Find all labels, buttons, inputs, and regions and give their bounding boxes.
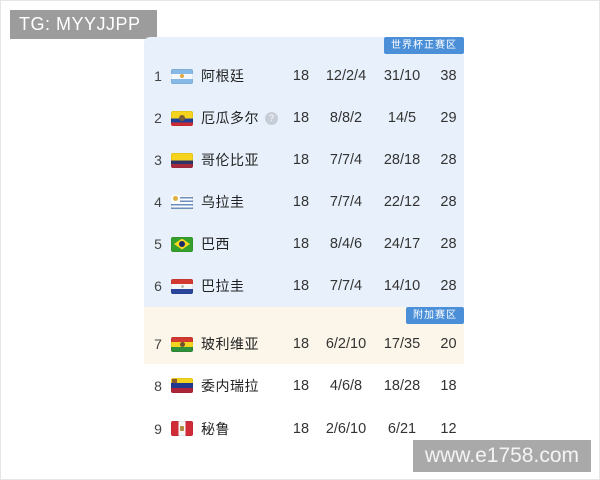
rank: 2 [154,110,162,126]
zone-section-playoff: 附加赛区 7 玻利维亚 ? 18 6/2/10 17/35 20 [144,307,464,364]
table-row[interactable]: 3 哥伦比亚 ? 18 7/7/4 28/18 28 [144,139,464,181]
rank: 5 [154,236,162,252]
matches-played: 18 [292,110,310,126]
win-draw-loss: 12/2/4 [325,68,367,84]
table-row[interactable]: 1 阿根廷 ? 18 12/2/4 31/10 38 [144,55,464,97]
rank: 1 [154,68,162,84]
points: 38 [440,68,457,84]
matches-played: 18 [292,278,310,294]
team-name: 巴西 [201,236,230,252]
win-draw-loss: 6/2/10 [325,336,367,352]
top-watermark: TG: MYYJJPP [10,10,157,39]
goals-for-against: 14/5 [387,110,417,126]
zone-section-worldcup: 世界杯正赛区 1 阿根廷 ? 18 12/2/4 31/10 38 2 厄瓜多尔… [144,37,464,307]
rank: 9 [154,420,162,437]
table-row[interactable]: 8 委内瑞拉 ? 18 4/6/8 18/28 18 [144,364,464,407]
points: 18 [440,377,457,394]
goals-for-against: 31/10 [383,68,421,84]
win-draw-loss: 4/6/8 [329,377,363,394]
zone-badge: 世界杯正赛区 [384,37,464,54]
bottom-watermark: www.e1758.com [412,440,591,472]
uruguay-flag-icon [171,194,193,210]
matches-played: 18 [292,68,310,84]
goals-for-against: 24/17 [383,236,421,252]
team-name: 秘鲁 [201,420,230,437]
matches-played: 18 [292,152,310,168]
team-name: 玻利维亚 [201,336,259,352]
colombia-flag-icon [171,152,193,168]
win-draw-loss: 8/4/6 [329,236,363,252]
ecuador-flag-icon [171,110,193,126]
brazil-flag-icon [171,236,193,252]
goals-for-against: 22/12 [383,194,421,210]
peru-flag-icon [171,421,193,436]
zone-badge: 附加赛区 [406,307,464,324]
argentina-flag-icon [171,68,193,84]
matches-played: 18 [292,377,310,394]
info-icon[interactable]: ? [265,111,278,125]
win-draw-loss: 7/7/4 [329,152,363,168]
paraguay-flag-icon [171,278,193,294]
win-draw-loss: 7/7/4 [329,278,363,294]
standings-table: 世界杯正赛区 1 阿根廷 ? 18 12/2/4 31/10 38 2 厄瓜多尔… [144,37,464,450]
points: 28 [440,152,457,168]
team-name: 委内瑞拉 [201,377,259,394]
table-row[interactable]: 9 秘鲁 ? 18 2/6/10 6/21 12 [144,407,464,450]
rank: 4 [154,194,162,210]
team-name: 巴拉圭 [201,278,245,294]
team-name: 乌拉圭 [201,194,245,210]
table-row[interactable]: 2 厄瓜多尔 ? 18 8/8/2 14/5 29 [144,97,464,139]
goals-for-against: 14/10 [383,278,421,294]
goals-for-against: 17/35 [383,336,421,352]
matches-played: 18 [292,336,310,352]
points: 28 [440,194,457,210]
points: 28 [440,236,457,252]
goals-for-against: 18/28 [383,377,421,394]
points: 20 [440,336,457,352]
win-draw-loss: 8/8/2 [329,110,363,126]
team-name: 阿根廷 [201,68,245,84]
zone-section-plain: 8 委内瑞拉 ? 18 4/6/8 18/28 18 9 秘鲁 ? 18 2/6… [144,364,464,450]
points: 12 [440,420,457,437]
win-draw-loss: 2/6/10 [325,420,367,437]
matches-played: 18 [292,194,310,210]
table-row[interactable]: 5 巴西 ? 18 8/4/6 24/17 28 [144,223,464,265]
matches-played: 18 [292,236,310,252]
venezuela-flag-icon [171,378,193,393]
rank: 7 [154,336,162,352]
team-name: 哥伦比亚 [201,152,259,168]
table-row[interactable]: 6 巴拉圭 ? 18 7/7/4 14/10 28 [144,265,464,307]
rank: 3 [154,152,162,168]
table-row[interactable]: 4 乌拉圭 ? 18 7/7/4 22/12 28 [144,181,464,223]
goals-for-against: 28/18 [383,152,421,168]
table-row[interactable]: 7 玻利维亚 ? 18 6/2/10 17/35 20 [144,324,464,364]
rank: 6 [154,278,162,294]
points: 28 [440,278,457,294]
team-name: 厄瓜多尔 [201,110,259,126]
win-draw-loss: 7/7/4 [329,194,363,210]
goals-for-against: 6/21 [387,420,417,437]
matches-played: 18 [292,420,310,437]
points: 29 [440,110,457,126]
rank: 8 [154,377,162,394]
zone-badge-row: 世界杯正赛区 [144,37,464,55]
bolivia-flag-icon [171,336,193,352]
zone-badge-row: 附加赛区 [144,307,464,324]
